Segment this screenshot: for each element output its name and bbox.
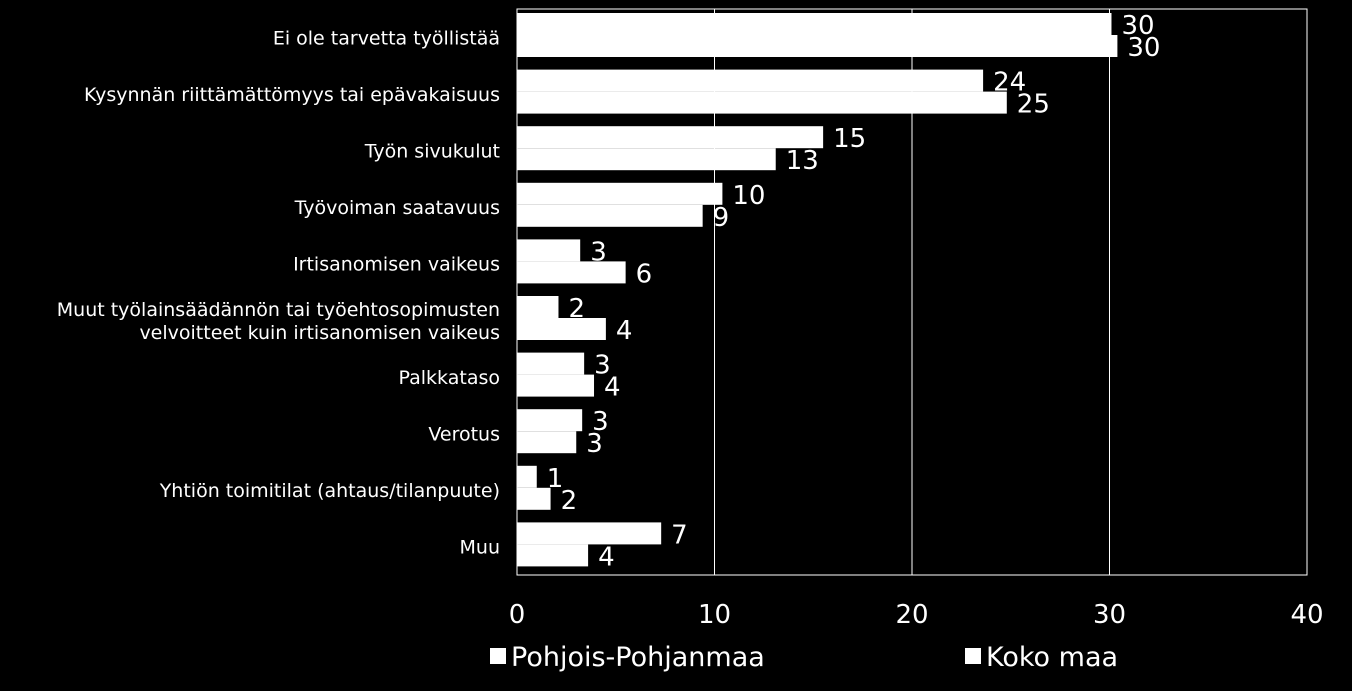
bar-koko-maa bbox=[517, 204, 703, 227]
category-label: Verotus bbox=[428, 424, 500, 446]
data-label: 10 bbox=[732, 181, 765, 211]
x-tick-label: 10 bbox=[698, 600, 731, 630]
data-label: 24 bbox=[993, 68, 1026, 98]
bar-pohjois-pohjanmaa bbox=[517, 126, 824, 149]
x-tick-label: 20 bbox=[895, 600, 928, 630]
category-label: Työn sivukulut bbox=[364, 141, 500, 163]
bar-pohjois-pohjanmaa bbox=[517, 409, 583, 432]
category-label: Työvoiman saatavuus bbox=[294, 197, 500, 219]
x-tick-label: 30 bbox=[1093, 600, 1126, 630]
legend-swatch bbox=[490, 648, 506, 664]
category-label: Muut työlainsäädännön tai työehtosopimus… bbox=[57, 299, 500, 321]
data-label: 4 bbox=[616, 316, 633, 346]
legend: Pohjois-Pohjanmaa Koko maa bbox=[490, 642, 1118, 673]
data-label: 4 bbox=[604, 373, 621, 403]
plot-area-frame bbox=[516, 8, 1308, 576]
x-tick-label: 40 bbox=[1290, 600, 1323, 630]
bar-koko-maa bbox=[517, 91, 1007, 114]
bar-koko-maa bbox=[517, 374, 595, 397]
bars bbox=[517, 13, 1118, 567]
data-label: 25 bbox=[1017, 90, 1050, 120]
data-label: 4 bbox=[598, 542, 615, 572]
category-label: Palkkataso bbox=[399, 367, 500, 389]
data-label: 30 bbox=[1121, 11, 1154, 41]
bar-pohjois-pohjanmaa bbox=[517, 352, 585, 375]
data-label: 2 bbox=[568, 294, 585, 324]
x-tick-label: 0 bbox=[509, 600, 526, 630]
data-label: 30 bbox=[1127, 33, 1160, 63]
bar-koko-maa bbox=[517, 487, 551, 510]
category-label: Ei ole tarvetta työllistää bbox=[273, 27, 500, 49]
legend-label: Pohjois-Pohjanmaa bbox=[511, 642, 765, 673]
bar-pohjois-pohjanmaa bbox=[517, 465, 537, 488]
legend-label: Koko maa bbox=[986, 642, 1118, 673]
legend-swatch bbox=[965, 648, 981, 664]
category-label: Irtisanomisen vaikeus bbox=[293, 254, 500, 276]
data-label: 2 bbox=[561, 486, 578, 516]
bar-koko-maa bbox=[517, 431, 577, 454]
data-label: 15 bbox=[833, 124, 866, 154]
data-label: 3 bbox=[586, 429, 603, 459]
bar-pohjois-pohjanmaa bbox=[517, 69, 984, 92]
category-label: Kysynnän riittämättömyys tai epävakaisuu… bbox=[84, 84, 500, 106]
bar-pohjois-pohjanmaa bbox=[517, 296, 559, 318]
data-label: 13 bbox=[786, 146, 819, 176]
bar-koko-maa bbox=[517, 544, 589, 567]
category-label: Yhtiön toimitilat (ahtaus/tilanpuute) bbox=[159, 480, 500, 502]
category-label: velvoitteet kuin irtisanomisen vaikeus bbox=[139, 322, 500, 344]
bar-koko-maa bbox=[517, 35, 1118, 57]
data-label: 3 bbox=[590, 237, 607, 267]
bar-pohjois-pohjanmaa bbox=[517, 182, 723, 205]
bar-koko-maa bbox=[517, 318, 606, 340]
data-label: 3 bbox=[594, 351, 611, 381]
bar-pohjois-pohjanmaa bbox=[517, 522, 662, 545]
data-label: 1 bbox=[547, 464, 564, 494]
bar-koko-maa bbox=[517, 261, 626, 284]
category-labels: Ei ole tarvetta työllistää Kysynnän riitt… bbox=[57, 27, 500, 558]
x-axis-ticks: 0 10 20 30 40 bbox=[509, 600, 1324, 630]
data-label: 7 bbox=[671, 520, 688, 550]
bar-koko-maa bbox=[517, 148, 776, 171]
bar-pohjois-pohjanmaa bbox=[517, 13, 1112, 35]
data-label: 9 bbox=[713, 203, 730, 233]
data-label: 3 bbox=[592, 407, 609, 437]
data-label: 6 bbox=[636, 259, 653, 289]
bar-pohjois-pohjanmaa bbox=[517, 239, 581, 262]
category-label: Muu bbox=[460, 537, 500, 559]
